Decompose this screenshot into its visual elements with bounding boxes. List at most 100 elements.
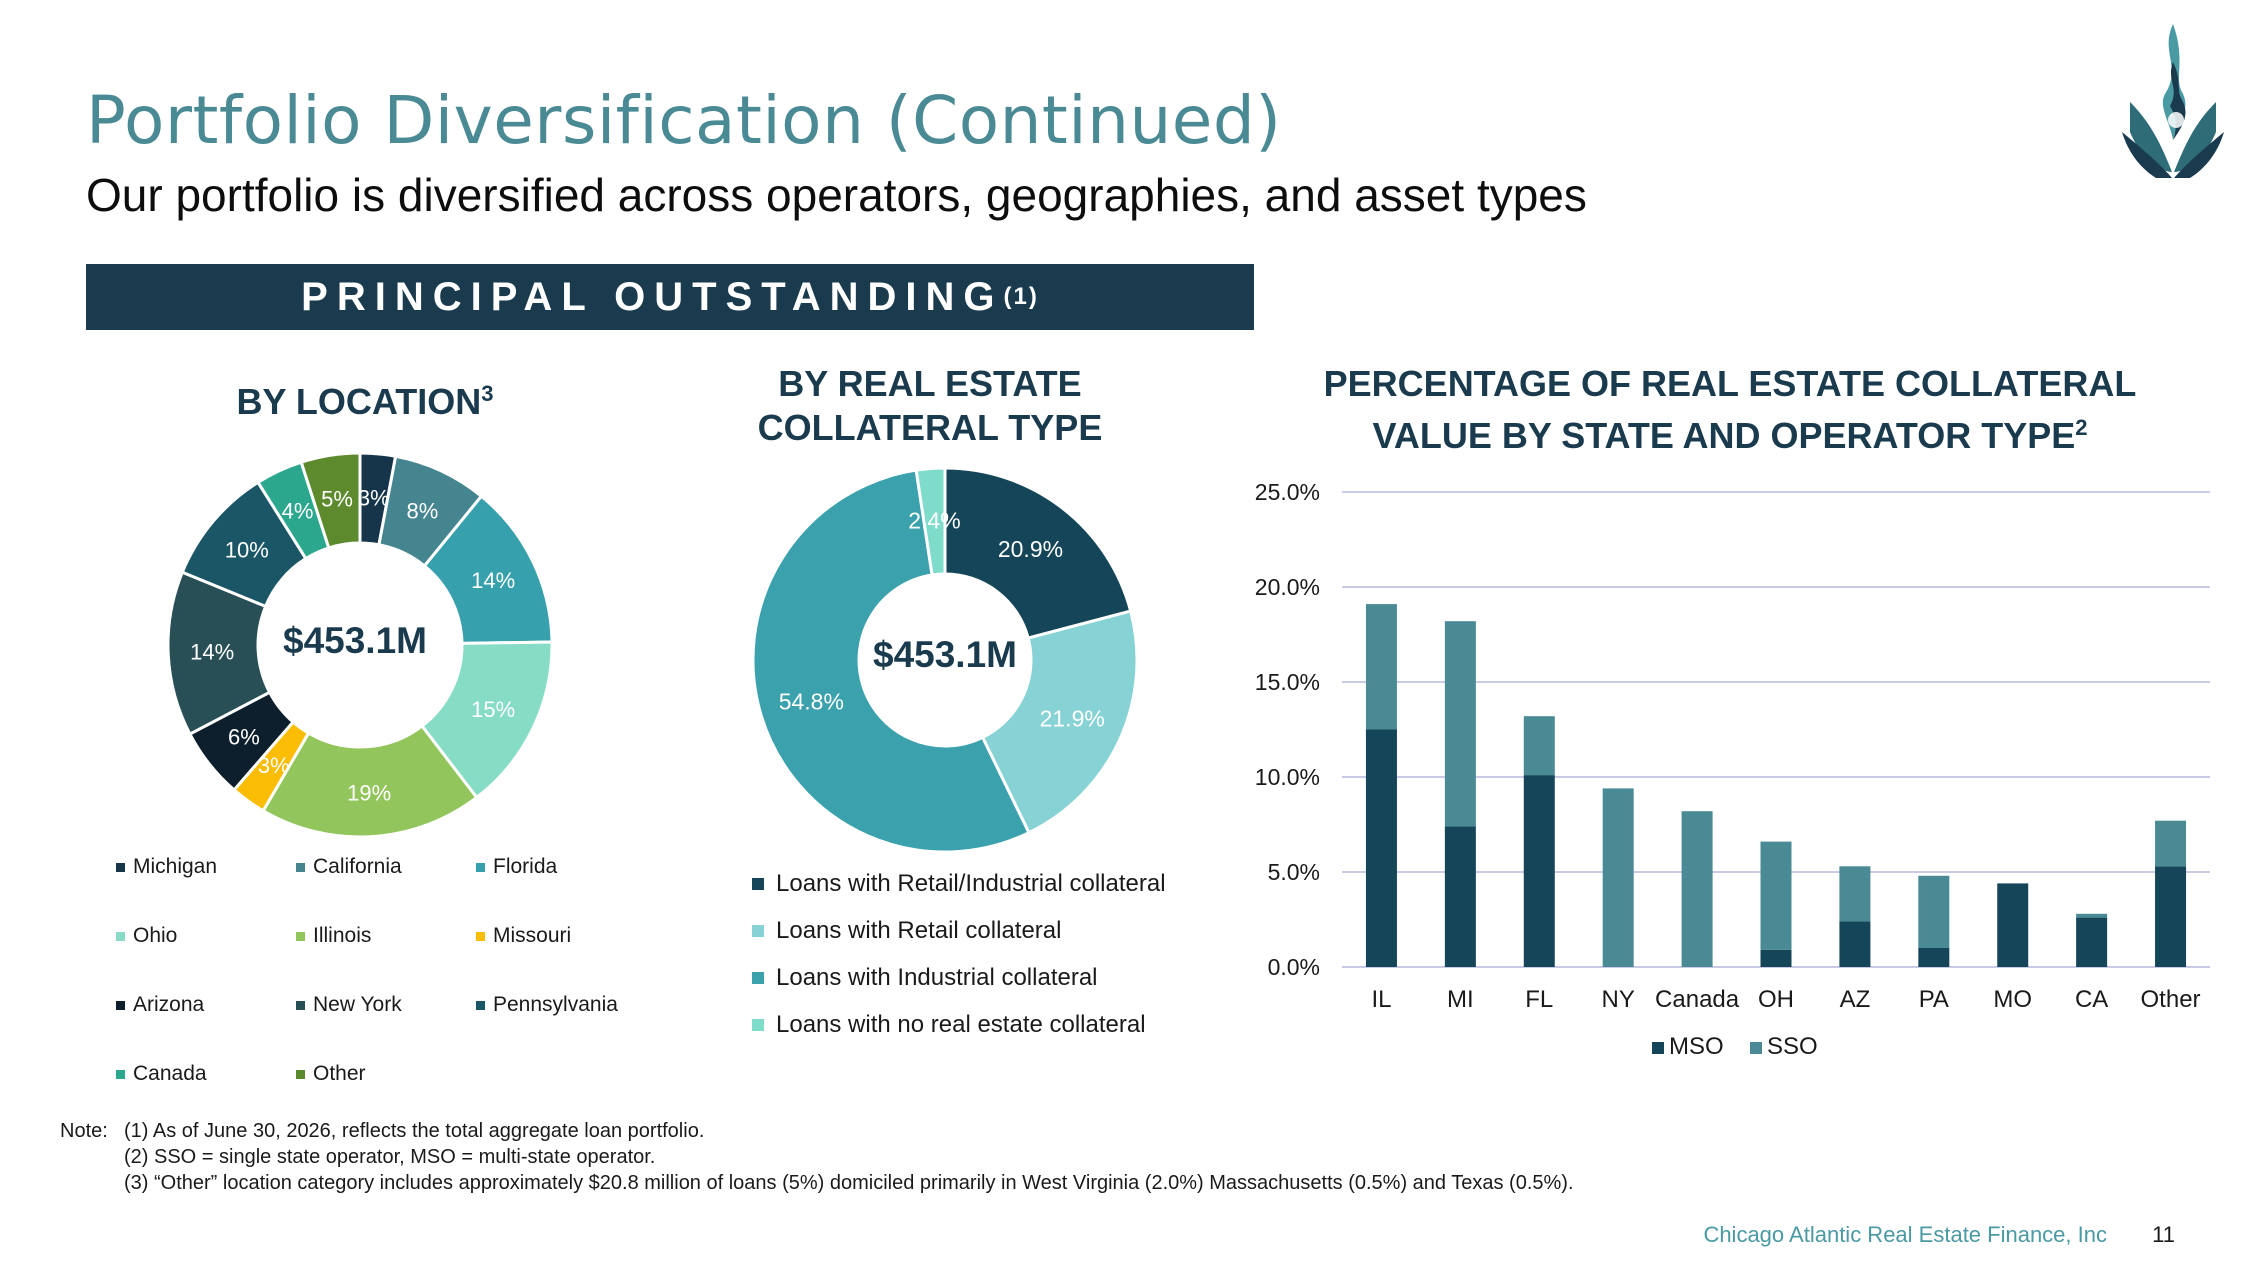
legend-swatch [116,862,125,872]
legend-item-illinois: Illinois [296,924,371,948]
principal-outstanding-banner: PRINCIPAL OUTSTANDING (1) [86,264,1254,330]
page-number: 11 [2152,1222,2175,1247]
legend-swatch [116,931,125,941]
legend-swatch [476,1000,485,1010]
data-label-loans-with-retail-collateral: 21.9% [1040,705,1105,731]
legend-swatch [476,931,485,941]
location-center-total: $453.1M [283,620,427,661]
bar-ny-sso [1602,788,1634,967]
legend-label: Canada [133,1062,207,1085]
note-3: (3) “Other” location category includes a… [124,1172,1574,1194]
bar-canada-sso [1681,811,1713,967]
slice-other [299,451,362,550]
legend-label: Michigan [133,855,218,878]
location-chart-title-sup: 3 [481,381,494,406]
collateral-center-total: $453.1M [873,634,1017,675]
legend-label-mso: MSO [1669,1033,1724,1060]
state-stacked-bar-chart: 0.0% 5.0% 10.0% 15.0% 20.0% 25.0% IL MI FL NY Cana… [1255,479,2210,1060]
legend-item-loans-with-industrial-collateral: Loans with Industrial collateral [752,964,1098,992]
data-label-california: 8% [407,499,439,524]
state-chart-title: PERCENTAGE OF REAL ESTATE COLLATERAL VAL… [1270,362,2190,458]
legend-label: Florida [493,855,558,878]
y-tick-label: 20.0% [1255,574,1320,600]
state-chart-title-sup: 2 [2075,415,2088,440]
x-tick-label-ca: CA [2075,986,2108,1013]
bar-pa-mso [1918,948,1950,967]
y-tick-label: 15.0% [1255,669,1320,695]
bar-il-mso [1365,729,1397,967]
slice-illinois [261,723,479,839]
legend-swatch [752,878,764,890]
x-tick-label-mi: MI [1447,986,1474,1013]
bar-ca-sso [2076,913,2108,918]
bar-az-mso [1839,921,1871,967]
slice-loans-with-retail-collateral [980,609,1139,835]
collateral-chart-title: BY REAL ESTATE COLLATERAL TYPE [690,362,1170,450]
page-subtitle: Our portfolio is diversified across oper… [86,169,1587,221]
x-tick-label-fl: FL [1525,986,1553,1013]
bar-other-sso [2155,820,2187,867]
legend-item-canada: Canada [116,1062,207,1086]
legend-item-arizona: Arizona [116,993,204,1017]
y-tick-label: 5.0% [1268,859,1320,885]
state-chart-title-line2: VALUE BY STATE AND OPERATOR TYPE [1372,415,2076,456]
bar-oh-sso [1760,841,1792,950]
notes-prefix: Note: [60,1120,108,1142]
data-label-arizona: 6% [228,724,260,749]
legend-label: Loans with Retail collateral [776,917,1062,944]
x-tick-label-canada: Canada [1655,986,1740,1013]
legend-label: Arizona [133,993,205,1016]
bar-pa-sso [1918,875,1950,948]
x-tick-label-az: AZ [1840,986,1871,1013]
legend-swatch [476,862,485,872]
company-logo [2122,24,2224,178]
legend-item-ohio: Ohio [116,924,177,948]
footer-company-name: Chicago Atlantic Real Estate Finance, In… [1703,1222,2107,1247]
legend-item-pennsylvania: Pennsylvania [476,993,618,1017]
bar-fl-sso [1523,716,1555,776]
x-tick-label-il: IL [1371,986,1391,1013]
legend-item-loans-with-retail-collateral: Loans with Retail collateral [752,917,1061,945]
x-tick-label-oh: OH [1758,986,1794,1013]
legend-label-sso: SSO [1767,1033,1818,1060]
data-label-loans-with-no-real-estate-collateral: 2.4% [908,507,960,533]
location-chart-title-text: BY LOCATION [236,381,482,422]
legend-swatch [116,1069,125,1079]
legend-swatch [752,925,764,937]
legend-item-florida: Florida [476,855,557,879]
legend-item-california: California [296,855,402,879]
collateral-chart-title-line1: BY REAL ESTATE [778,363,1082,404]
legend-swatch [752,1019,764,1031]
collateral-legend: Loans with Retail/Industrial collateral L… [752,870,1232,1050]
collateral-donut-chart: 20.9% 21.9% 54.8% 2.4% [751,466,1139,854]
x-tick-label-ny: NY [1602,986,1635,1013]
data-label-other: 5% [321,486,353,511]
legend-label: Other [313,1062,366,1085]
bar-ca-mso [2076,917,2108,967]
x-tick-label-mo: MO [1993,986,2032,1013]
legend-swatch-mso [1652,1042,1664,1054]
data-label-pennsylvania: 10% [225,537,269,562]
legend-swatch-sso [1750,1042,1762,1054]
footnotes: Note: (1) As of June 30, 2026, reflects … [60,1118,1574,1196]
legend-swatch [296,1000,305,1010]
bar-il-sso [1365,604,1397,730]
bar-oh-mso [1760,949,1792,967]
y-tick-label: 0.0% [1268,954,1320,980]
slice-loans-with-industrial-collateral [751,468,1031,854]
legend-item-loans-with-retail-industrial-collateral: Loans with Retail/Industrial collateral [752,870,1166,898]
legend-item-loans-with-no-real-estate-collateral: Loans with no real estate collateral [752,1011,1146,1039]
collateral-chart-title-line2: COLLATERAL TYPE [757,407,1103,448]
x-tick-label-other: Other [2141,986,2201,1013]
banner-label: PRINCIPAL OUTSTANDING [301,274,1004,319]
bar-mo-mso [1997,883,2029,967]
data-label-loans-with-industrial-collateral: 54.8% [779,689,844,715]
x-tick-label-pa: PA [1919,986,1949,1013]
slice-loans-with-no-real-estate-collateral [914,466,947,577]
data-label-loans-with-retail-industrial-collateral: 20.9% [998,536,1063,562]
legend-label: California [313,855,402,878]
legend-item-new-york: New York [296,993,402,1017]
bar-mi-mso [1444,826,1476,967]
state-chart-title-line1: PERCENTAGE OF REAL ESTATE COLLATERAL [1323,363,2137,404]
location-donut-chart: 3%8%14%15%19%3%6%14%10%4% 5% [166,451,554,839]
